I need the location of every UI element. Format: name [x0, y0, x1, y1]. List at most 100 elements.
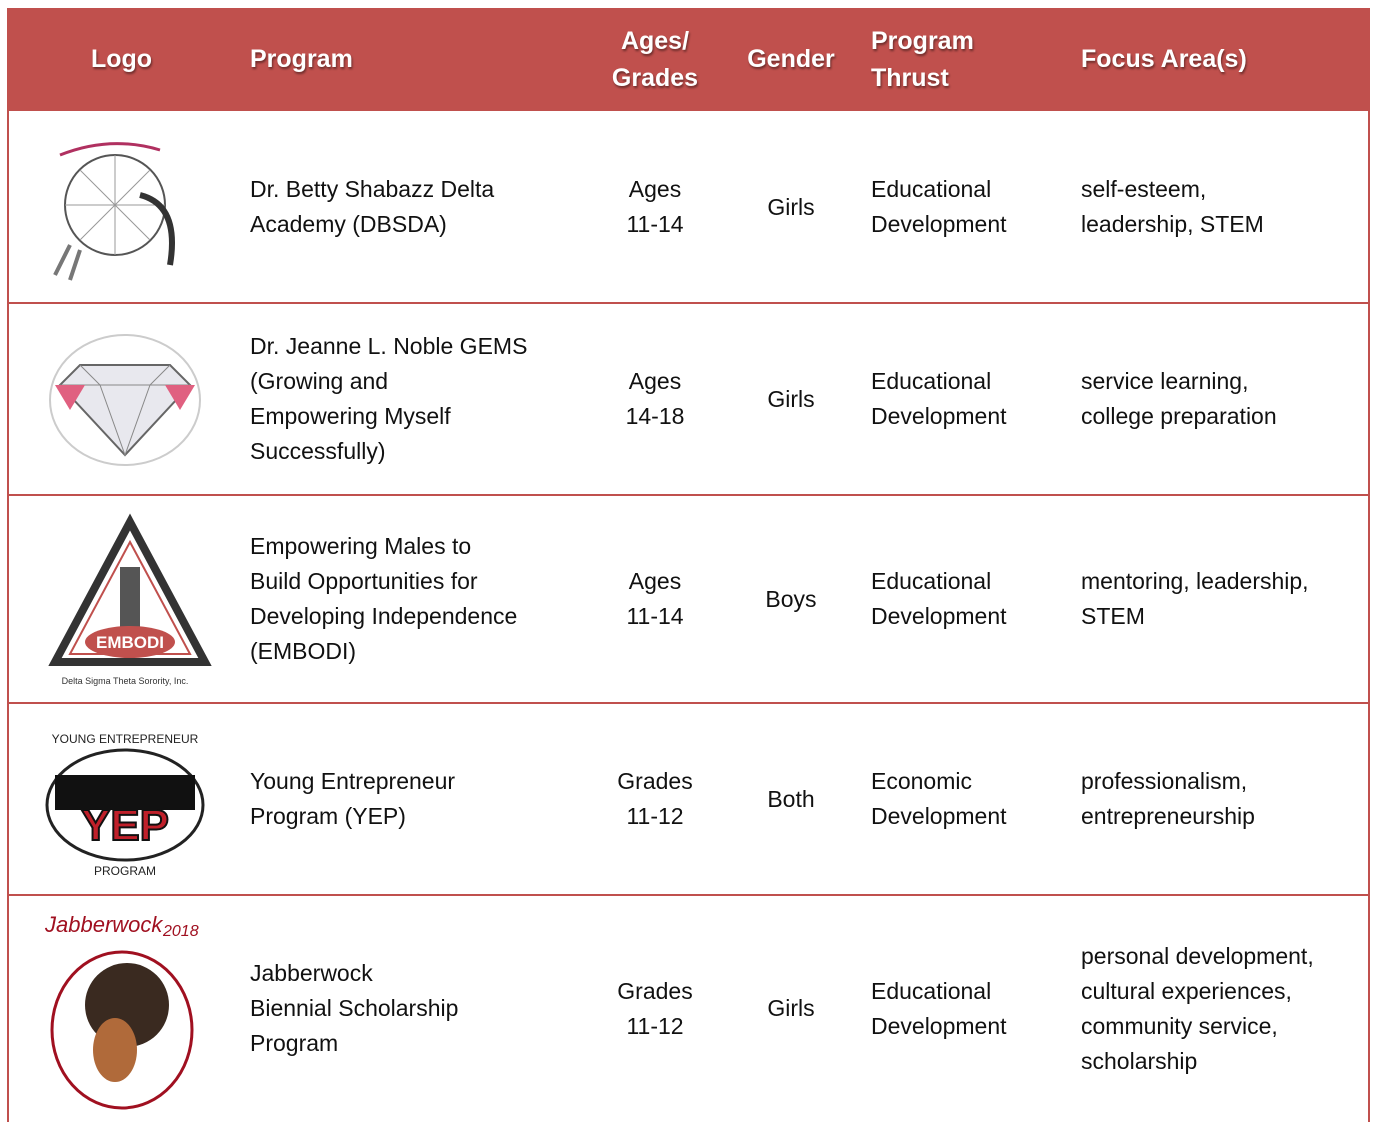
cell-line: Ages: [628, 368, 682, 394]
cell-line: Logo: [90, 45, 153, 73]
cell-line: entrepreneurship: [1081, 803, 1255, 829]
cell-line: Economic: [871, 768, 972, 794]
cell-line: (EMBODI): [250, 638, 357, 664]
logo-text: PROGRAM: [94, 864, 156, 878]
header-band: [8, 8, 1370, 111]
cell-line: 11-12: [626, 1012, 684, 1039]
cell-line: service learning,: [1081, 368, 1249, 394]
right-border: [1368, 8, 1370, 1122]
cell-line: mentoring, leadership,: [1081, 568, 1309, 594]
table-cell: Empowering Males to Build Opportunities f…: [250, 495, 590, 703]
cell-line: 11-14: [626, 211, 684, 237]
table-cell: personal development, cultural experience…: [1081, 895, 1370, 1122]
cell-line: Development: [871, 403, 1007, 429]
cell-line: Development: [871, 803, 1007, 829]
logo-text: YEP: [81, 801, 169, 850]
cell-line: leadership, STEM: [1081, 211, 1264, 237]
cell-line: scholarship: [1081, 1047, 1198, 1074]
header-cell: Program: [250, 8, 590, 111]
table-cell: Girls: [720, 303, 862, 495]
cell-line: Program: [871, 26, 974, 55]
table-cell: Ages 11-14: [590, 111, 720, 303]
logo-text: YOUNG ENTREPRENEUR: [52, 732, 199, 746]
cell-line: Both: [767, 785, 815, 812]
cell-line: Development: [871, 1012, 1007, 1039]
table-cell: Grades 11-12: [590, 895, 720, 1122]
cell-line: 11-14: [626, 603, 684, 629]
cell-line: college preparation: [1081, 403, 1277, 429]
cell-line: Young Entrepreneur: [250, 768, 456, 794]
cell-line: Program (YEP): [250, 803, 406, 829]
cell-line: Girls: [767, 995, 815, 1021]
left-border: [7, 8, 9, 1122]
cell-line: Ages: [628, 568, 682, 594]
header-cell: Focus Area(s): [1081, 8, 1370, 111]
table-cell: Educational Development: [871, 895, 1065, 1122]
table-cell: Dr. Betty Shabazz Delta Academy (DBSDA): [250, 111, 590, 303]
table-cell: Jabberwock Biennial Scholarship Program: [250, 895, 590, 1122]
cell-line: Academy (DBSDA): [250, 211, 447, 237]
table-cell: professionalism, entrepreneurship: [1081, 703, 1370, 895]
table-cell: Young Entrepreneur Program (YEP): [250, 703, 590, 895]
cell-line: Dr. Betty Shabazz Delta: [250, 176, 495, 202]
row-rule: [8, 894, 1370, 896]
header-cell: Logo: [8, 8, 235, 111]
cell-line: Biennial Scholarship: [250, 995, 459, 1021]
cell-line: Successfully): [250, 438, 386, 464]
cell-line: Dr. Jeanne L. Noble GEMS: [250, 333, 528, 359]
table-cell: Boys: [720, 495, 862, 703]
logo-text: 2018: [162, 923, 199, 940]
header-cell: Program Thrust: [871, 8, 1065, 111]
table-cell: Educational Development: [871, 111, 1065, 303]
logo-text: Delta Sigma Theta Sorority, Inc.: [62, 676, 189, 686]
header-cell: Ages/Grades: [590, 8, 720, 111]
table-cell: Both: [720, 703, 862, 895]
cell-line: Ages/: [620, 26, 690, 55]
cell-line: Developing Independence: [250, 603, 518, 629]
cell-line: (Growing and: [250, 368, 389, 394]
logo-yep: YOUNG ENTREPRENEUR YEP PROGRAM: [45, 732, 205, 878]
logo-text: Jabberwock: [44, 912, 163, 937]
table-cell: Ages 11-14: [590, 495, 720, 703]
cell-line: Program: [250, 1030, 339, 1056]
table-cell: self-esteem, leadership, STEM: [1081, 111, 1370, 303]
cell-line: Jabberwock: [250, 960, 373, 986]
cell-line: Gender: [747, 45, 835, 73]
cell-line: Educational: [871, 977, 992, 1004]
table-cell: Educational Development: [871, 495, 1065, 703]
cell-line: Thrust: [871, 63, 949, 92]
cell-line: Grades: [617, 977, 693, 1004]
logo-gems: [49, 334, 201, 466]
cell-line: Boys: [765, 585, 817, 612]
logo-embodi: EMBODI Delta Sigma Theta Sorority, Inc.: [48, 513, 212, 686]
logo-jabberwock: Jabberwock 2018: [44, 912, 199, 1110]
row-rule: [8, 702, 1370, 704]
table-cell: Educational Development: [871, 303, 1065, 495]
table-cell: Grades 11-12: [590, 703, 720, 895]
cell-line: Empowering Myself: [250, 403, 451, 429]
table-cell: service learning, college preparation: [1081, 303, 1370, 495]
table-cell: Economic Development: [871, 703, 1065, 895]
cell-line: self-esteem,: [1081, 176, 1207, 202]
cell-line: Development: [871, 603, 1007, 629]
cell-line: Grades: [617, 768, 693, 794]
row-rule: [8, 494, 1370, 496]
logo-dbsda: [53, 142, 175, 281]
cell-line: 11-12: [626, 803, 684, 829]
cell-line: 14-18: [625, 403, 685, 429]
row-rule: [8, 302, 1370, 304]
cell-line: Educational: [871, 176, 992, 202]
cell-line: Empowering Males to: [250, 533, 472, 559]
cell-line: Girls: [767, 385, 815, 412]
cell-line: cultural experiences,: [1081, 977, 1292, 1004]
cell-line: STEM: [1081, 603, 1145, 629]
table-cell: Girls: [720, 895, 862, 1122]
cell-line: community service,: [1081, 1012, 1278, 1039]
cell-line: Girls: [767, 193, 815, 220]
table-cell: Girls: [720, 111, 862, 303]
table-cell: Ages 14-18: [590, 303, 720, 495]
cell-line: Program: [250, 45, 353, 73]
cell-line: Focus Area(s): [1081, 45, 1247, 73]
cell-line: professionalism,: [1081, 768, 1248, 794]
